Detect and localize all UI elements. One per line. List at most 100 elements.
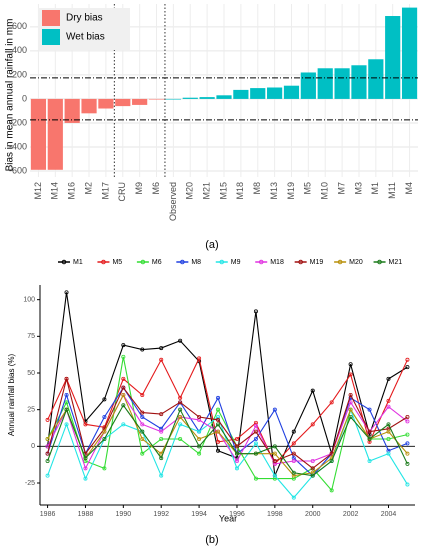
x-tick-label: 2004 bbox=[381, 511, 397, 518]
point bbox=[405, 419, 410, 424]
point bbox=[140, 422, 145, 427]
legend-label: M8 bbox=[191, 259, 201, 266]
x-tick-label: CRU bbox=[117, 182, 127, 202]
point bbox=[253, 441, 258, 446]
legend-swatch bbox=[42, 29, 60, 45]
point bbox=[216, 395, 221, 400]
point bbox=[310, 458, 315, 463]
bar bbox=[148, 98, 165, 100]
bar bbox=[368, 59, 384, 99]
legend-label: M5 bbox=[112, 259, 122, 266]
point bbox=[234, 451, 239, 456]
point bbox=[83, 456, 88, 461]
point bbox=[64, 290, 69, 295]
legend-marker bbox=[61, 259, 67, 265]
y-tick-label: -25 bbox=[25, 480, 35, 487]
point bbox=[83, 476, 88, 481]
x-tick-label: M15 bbox=[218, 182, 228, 200]
point bbox=[178, 407, 183, 412]
point bbox=[291, 495, 296, 500]
point bbox=[64, 392, 69, 397]
point bbox=[121, 392, 126, 397]
x-tick-label: M19 bbox=[286, 182, 296, 200]
point bbox=[253, 429, 258, 434]
series-line bbox=[47, 393, 408, 477]
caption-b: (b) bbox=[205, 534, 218, 546]
x-tick-label: 1994 bbox=[191, 511, 207, 518]
x-axis-label: Year bbox=[219, 513, 237, 523]
caption-a: (a) bbox=[205, 239, 218, 251]
x-tick-label: M3 bbox=[353, 182, 363, 195]
point bbox=[64, 376, 69, 381]
x-tick-label: M14 bbox=[50, 182, 60, 200]
point bbox=[197, 356, 202, 361]
point bbox=[102, 397, 107, 402]
point bbox=[234, 466, 239, 471]
point bbox=[348, 407, 353, 412]
point bbox=[45, 473, 50, 478]
point bbox=[178, 414, 183, 419]
x-tick-label: M21 bbox=[202, 182, 212, 200]
legend-label: M9 bbox=[231, 259, 241, 266]
y-tick-label: -200 bbox=[9, 117, 27, 127]
x-tick-label: M10 bbox=[320, 182, 330, 200]
bar bbox=[165, 98, 181, 100]
point bbox=[386, 376, 391, 381]
bar bbox=[267, 87, 283, 99]
point bbox=[367, 407, 372, 412]
point bbox=[140, 451, 145, 456]
point bbox=[291, 429, 296, 434]
point bbox=[216, 439, 221, 444]
point bbox=[348, 372, 353, 377]
point bbox=[216, 407, 221, 412]
point bbox=[197, 414, 202, 419]
point bbox=[159, 346, 164, 351]
point bbox=[405, 451, 410, 456]
point bbox=[329, 488, 334, 493]
y-tick-label: 600 bbox=[12, 21, 27, 31]
y-axis-label: Annual rainfall bias (%) bbox=[7, 354, 16, 437]
point bbox=[272, 458, 277, 463]
point bbox=[140, 410, 145, 415]
bar bbox=[334, 68, 350, 99]
x-tick-label: 1988 bbox=[78, 511, 94, 518]
point bbox=[253, 309, 258, 314]
point bbox=[159, 357, 164, 362]
bar bbox=[300, 72, 316, 99]
point bbox=[140, 392, 145, 397]
point bbox=[310, 466, 315, 471]
bar bbox=[351, 65, 367, 99]
x-tick-label: M2 bbox=[83, 182, 93, 195]
point bbox=[310, 473, 315, 478]
x-tick-label: M18 bbox=[235, 182, 245, 200]
point bbox=[367, 429, 372, 434]
point bbox=[253, 423, 258, 428]
point bbox=[64, 407, 69, 412]
y-tick-label: 75 bbox=[27, 333, 35, 340]
legend-label: Dry bias bbox=[66, 13, 103, 24]
point bbox=[386, 404, 391, 409]
x-tick-label: 1990 bbox=[116, 511, 132, 518]
bar bbox=[385, 16, 401, 99]
point bbox=[121, 376, 126, 381]
x-tick-label: M17 bbox=[100, 182, 110, 200]
point bbox=[102, 466, 107, 471]
point bbox=[197, 444, 202, 449]
point bbox=[102, 414, 107, 419]
x-tick-label: M12 bbox=[33, 182, 43, 200]
x-tick-label: M9 bbox=[134, 182, 144, 195]
series-line bbox=[47, 378, 408, 470]
point bbox=[102, 429, 107, 434]
point bbox=[405, 441, 410, 446]
point bbox=[197, 429, 202, 434]
point bbox=[253, 436, 258, 441]
point bbox=[234, 444, 239, 449]
legend-marker bbox=[377, 259, 382, 265]
point bbox=[121, 354, 126, 359]
bar bbox=[250, 88, 266, 99]
point bbox=[159, 473, 164, 478]
point bbox=[178, 436, 183, 441]
bar bbox=[47, 98, 63, 170]
